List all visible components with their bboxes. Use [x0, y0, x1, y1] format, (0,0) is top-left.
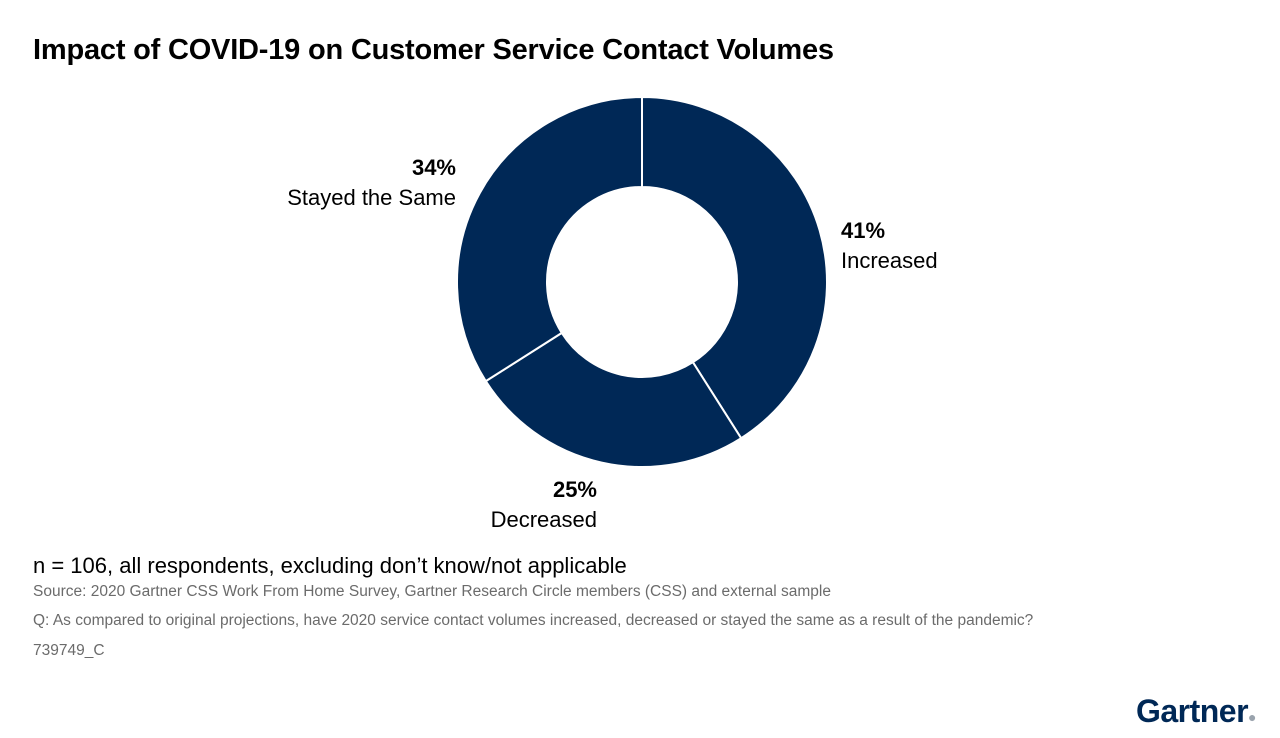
sample-note: n = 106, all respondents, excluding don’…	[33, 553, 627, 578]
chart-id: 739749_C	[33, 642, 105, 659]
question-note: Q: As compared to original projections, …	[33, 612, 1034, 629]
slice-stayed-the-same	[456, 95, 643, 383]
value-label: 34%	[411, 155, 456, 180]
category-label: Increased	[841, 248, 938, 273]
label-stayed-same: 34% Stayed the Same	[236, 153, 456, 213]
value-label: 41%	[841, 218, 886, 243]
label-increased: 41% Increased	[841, 216, 938, 276]
gartner-logo: Gartner●	[1135, 693, 1257, 729]
label-decreased: 25% Decreased	[473, 475, 597, 535]
category-label: Stayed the Same	[287, 185, 456, 210]
chart-title: Impact of COVID-19 on Customer Service C…	[33, 34, 834, 66]
category-label: Decreased	[490, 507, 597, 532]
source-note: Source: 2020 Gartner CSS Work From Home …	[33, 583, 831, 600]
slice-decreased	[484, 331, 743, 468]
slice-increased	[641, 95, 828, 440]
value-label: 25%	[552, 477, 597, 502]
